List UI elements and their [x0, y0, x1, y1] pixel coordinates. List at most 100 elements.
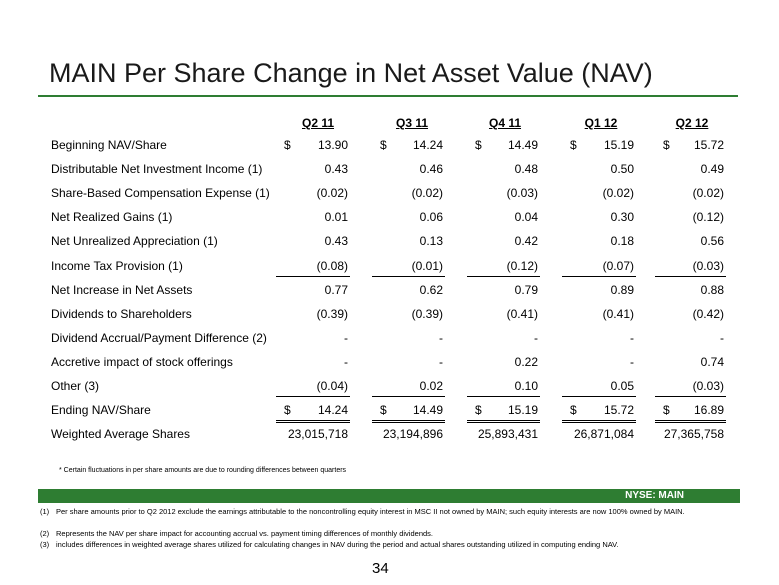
currency-symbol: $	[475, 403, 482, 418]
row-label: Distributable Net Investment Income (1)	[51, 162, 263, 177]
total-double-rule	[562, 420, 636, 424]
table-cell: 0.30	[610, 210, 634, 225]
subtotal-rule	[372, 396, 445, 397]
footnote-text: Represents the NAV per share impact for …	[56, 529, 433, 538]
column-header: Q3 11	[395, 116, 429, 130]
table-cell: (0.12)	[692, 210, 724, 225]
table-cell: (0.03)	[506, 186, 538, 201]
table-cell: 27,365,758	[663, 427, 724, 442]
ticker-bar: NYSE: MAIN	[38, 489, 740, 503]
table-cell: 0.10	[514, 379, 538, 393]
column-header: Q2 12	[675, 116, 709, 130]
table-cell: -	[439, 330, 443, 345]
row-label: Share-Based Compensation Expense (1)	[51, 186, 270, 201]
page-number: 34	[372, 560, 389, 577]
table-cell: -	[439, 354, 443, 369]
table-cell: 14.49	[412, 403, 443, 418]
table-cell: 0.04	[514, 210, 538, 225]
table-cell: 15.19	[507, 403, 538, 418]
subtotal-rule	[655, 396, 726, 397]
table-cell: -	[720, 330, 724, 345]
currency-symbol: $	[475, 138, 482, 152]
table-cell: 15.19	[603, 138, 634, 152]
table-cell: -	[344, 330, 348, 345]
currency-symbol: $	[380, 403, 387, 418]
total-double-rule	[372, 420, 445, 424]
table-cell: -	[630, 330, 634, 345]
column-header: Q2 11	[301, 116, 335, 130]
table-cell: 0.62	[419, 282, 443, 297]
table-cell: 23,194,896	[382, 427, 443, 442]
subtotal-rule	[467, 396, 540, 397]
table-cell: 14.24	[412, 138, 443, 152]
row-label: Beginning NAV/Share	[51, 138, 167, 152]
subtotal-rule	[276, 275, 350, 277]
table-cell: 0.22	[514, 354, 538, 369]
currency-symbol: $	[284, 403, 291, 418]
table-cell: (0.02)	[316, 186, 348, 201]
total-double-rule	[276, 420, 350, 424]
footnote-number: (3)	[40, 540, 50, 549]
subtotal-rule	[655, 275, 726, 277]
table-cell: 0.01	[324, 210, 348, 225]
column-header: Q1 12	[584, 116, 618, 130]
footnote-text: Per share amounts prior to Q2 2012 exclu…	[56, 507, 685, 516]
table-cell: 0.46	[419, 162, 443, 177]
footnote-3: (3) includes differences in weighted aver…	[40, 540, 730, 549]
table-cell: 0.50	[610, 162, 634, 177]
table-cell: -	[534, 330, 538, 345]
total-double-rule	[467, 420, 540, 424]
row-label: Income Tax Provision (1)	[51, 258, 183, 273]
table-cell: (0.42)	[692, 306, 724, 321]
table-cell: 0.43	[324, 162, 348, 177]
table-cell: 14.24	[317, 403, 348, 418]
row-label: Dividend Accrual/Payment Difference (2)	[51, 330, 267, 345]
table-cell: (0.41)	[506, 306, 538, 321]
footnote-number: (2)	[40, 529, 50, 538]
table-cell: (0.04)	[316, 379, 348, 393]
rounding-note: * Certain fluctuations in per share amou…	[59, 467, 347, 474]
row-label: Other (3)	[51, 379, 100, 393]
table-cell: 0.88	[700, 282, 724, 297]
table-cell: 0.74	[700, 354, 724, 369]
table-cell: -	[630, 354, 634, 369]
currency-symbol: $	[570, 403, 577, 418]
table-cell: 0.77	[324, 282, 348, 297]
table-cell: 0.02	[419, 379, 443, 393]
table-cell: 14.49	[507, 138, 538, 152]
table-cell: 15.72	[693, 138, 724, 152]
table-cell: 13.90	[317, 138, 348, 152]
table-cell: 0.06	[419, 210, 443, 225]
row-label: Accretive impact of stock offerings	[51, 354, 233, 369]
row-label: Net Increase in Net Assets	[51, 282, 193, 297]
table-cell: 0.56	[700, 234, 724, 249]
table-cell: 25,893,431	[477, 427, 538, 442]
column-header: Q4 11	[488, 116, 522, 130]
footnote-1: (1) Per share amounts prior to Q2 2012 ex…	[40, 507, 730, 516]
table-cell: 26,871,084	[573, 427, 634, 442]
table-cell: (0.02)	[411, 186, 443, 201]
table-cell: (0.12)	[506, 258, 538, 273]
table-cell: (0.39)	[316, 306, 348, 321]
footnote-number: (1)	[40, 507, 50, 516]
currency-symbol: $	[663, 138, 670, 152]
subtotal-rule	[562, 396, 636, 397]
currency-symbol: $	[284, 138, 291, 152]
table-cell: 0.13	[419, 234, 443, 249]
table-cell: 0.43	[324, 234, 348, 249]
row-label: Dividends to Shareholders	[51, 306, 192, 321]
subtotal-rule	[372, 275, 445, 277]
table-cell: 0.49	[700, 162, 724, 177]
currency-symbol: $	[380, 138, 387, 152]
table-cell: 0.05	[610, 379, 634, 393]
row-label: Net Realized Gains (1)	[51, 210, 173, 225]
row-label: Ending NAV/Share	[51, 403, 151, 418]
table-cell: (0.08)	[316, 258, 348, 273]
total-double-rule	[655, 420, 726, 424]
ticker-label: NYSE: MAIN	[625, 490, 684, 501]
table-cell: 15.72	[603, 403, 634, 418]
table-cell: 0.48	[514, 162, 538, 177]
subtotal-rule	[276, 396, 350, 397]
table-cell: (0.03)	[692, 258, 724, 273]
table-cell: 0.18	[610, 234, 634, 249]
